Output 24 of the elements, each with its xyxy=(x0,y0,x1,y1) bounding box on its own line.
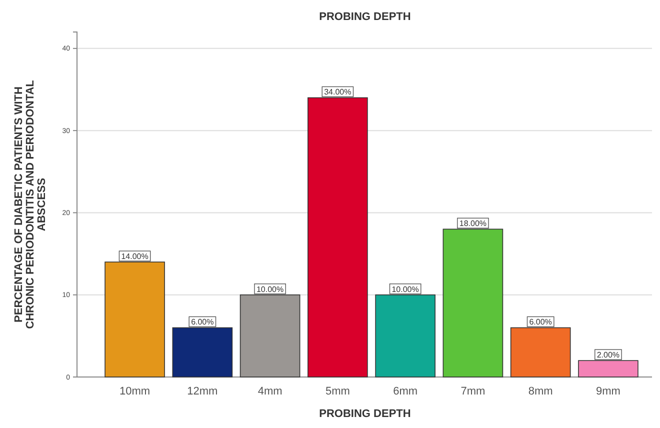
data-label: 14.00% xyxy=(121,252,148,261)
data-label: 10.00% xyxy=(392,284,419,294)
x-axis-title: PROBING DEPTH xyxy=(319,408,411,420)
x-tick-label: 10mm xyxy=(120,385,150,398)
data-label: 6.00% xyxy=(191,318,214,327)
data-label: 2.00% xyxy=(596,350,620,360)
x-tick-label: 7mm xyxy=(460,385,486,398)
chart-title: PROBING DEPTH xyxy=(319,11,411,23)
x-tick-label: 8mm xyxy=(528,385,553,398)
x-tick-label: 4mm xyxy=(258,385,282,398)
x-tick-label: 5mm xyxy=(325,385,350,398)
x-tick-label: 6mm xyxy=(393,385,418,398)
bar xyxy=(240,294,300,378)
bar xyxy=(510,327,571,378)
y-axis-title: PERCENTAGE OF DIABETIC PATIENTS WITH CHRONIC PERIODONTITIS AND PERIODONTAL ABSCESS xyxy=(13,80,48,329)
bar xyxy=(578,360,638,378)
data-label: 34.00% xyxy=(324,88,352,97)
x-tick-label: 12mm xyxy=(187,385,218,398)
data-label: 18.00% xyxy=(459,219,487,228)
bar xyxy=(442,228,504,378)
data-label: 10.00% xyxy=(256,284,284,294)
x-tick-label: 9mm xyxy=(596,385,620,398)
bar xyxy=(172,327,233,378)
data-label: 6.00% xyxy=(529,318,552,327)
